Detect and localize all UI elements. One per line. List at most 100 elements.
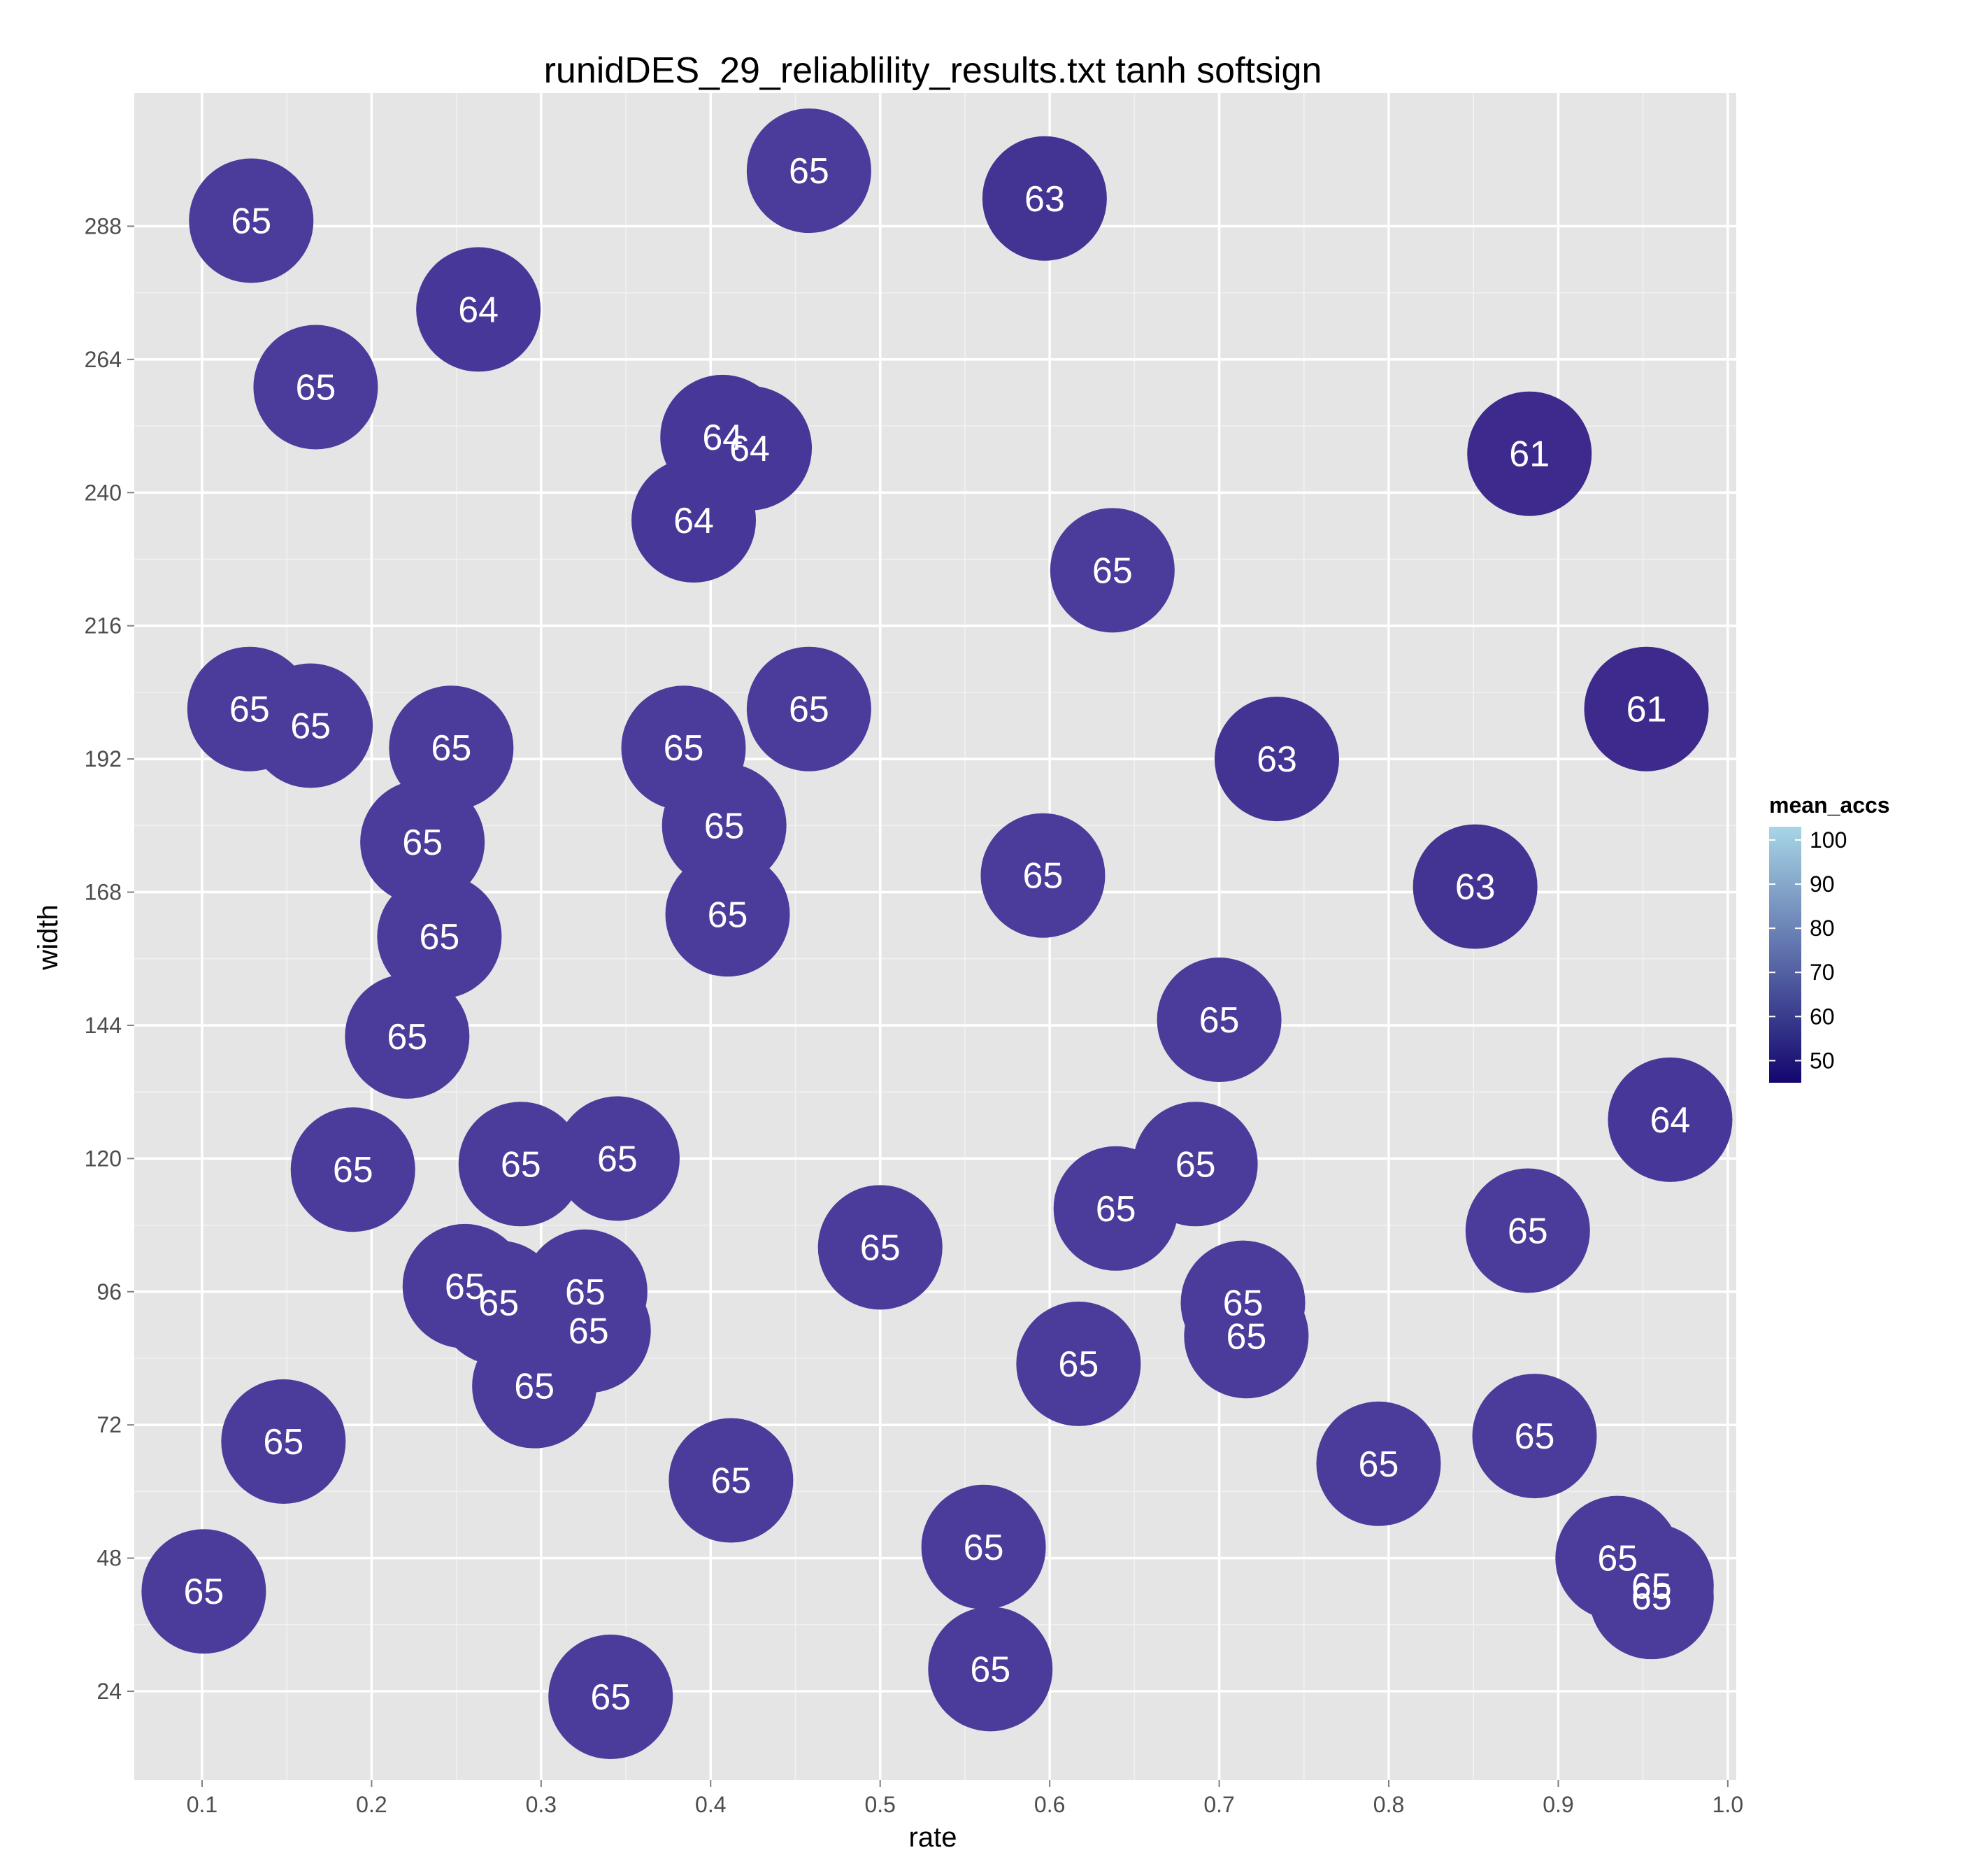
y-axis-tick-label: 168 [85,880,122,905]
x-axis-tick-label: 0.9 [1543,1792,1573,1817]
data-point-label: 64 [702,418,743,458]
data-point-label: 65 [402,823,443,863]
data-point [1467,391,1592,516]
data-point-label: 65 [1223,1283,1264,1324]
data-point [668,1418,794,1543]
data-point-label: 65 [789,690,829,730]
data-point-label: 65 [970,1649,1010,1690]
plot-area: 0.1 0.2 0.3 0.4 0.5 0.6 0.7 0.8 0.9 1.0 24 48 72 96 12… [85,93,1743,1817]
data-point-label: 65 [1199,1000,1240,1041]
data-point [1465,1168,1590,1293]
data-point [1053,1146,1178,1271]
data-point-label: 61 [1509,434,1550,475]
data-point-label: 65 [1092,550,1133,591]
data-point [1589,1523,1714,1649]
data-point-label: 65 [229,690,270,730]
data-point-label: 65 [1023,856,1064,897]
data-point [345,974,470,1099]
x-axis-tick-label: 0.7 [1203,1792,1234,1817]
data-point [1472,1374,1597,1499]
data-point [1157,958,1282,1083]
y-axis-tick-label: 192 [85,746,122,771]
y-axis-tick-label: 72 [96,1412,122,1437]
data-point [662,763,787,888]
data-point [921,1484,1046,1609]
data-point [1584,646,1709,771]
data-point-label: 65 [1359,1444,1399,1485]
data-point-label: 65 [964,1528,1004,1568]
data-point-label: 65 [1631,1577,1672,1618]
data-point-label: 65 [1226,1316,1266,1357]
data-point [472,1323,597,1449]
data-point-label: 65 [419,917,459,958]
data-point-label: 65 [387,1017,427,1058]
data-point-label: 65 [1631,1566,1672,1607]
data-point-label: 65 [565,1272,606,1313]
data-point-label: 65 [231,201,271,241]
data-point [377,874,502,999]
data-point-label: 64 [673,501,714,541]
data-point [1215,697,1340,822]
chart-title: runidDES_29_reliablility_results.txt tan… [544,50,1322,91]
data-point [1050,508,1175,633]
data-point [555,1096,680,1221]
data-point-label: 65 [445,1267,485,1307]
data-point [458,1102,583,1227]
data-point-label: 65 [501,1144,541,1185]
data-point-label: 65 [860,1228,901,1268]
x-axis-tick-label: 0.8 [1373,1792,1404,1817]
data-point-label: 65 [1508,1211,1548,1252]
data-point [389,685,514,811]
data-point-label: 63 [1024,179,1065,220]
data-point-label: 65 [514,1367,555,1407]
data-point-label: 65 [183,1572,224,1612]
data-point [141,1529,266,1654]
data-point-label: 65 [1515,1416,1555,1457]
data-point [631,457,757,583]
x-axis-tick-label: 0.3 [526,1792,557,1817]
data-point-label: 65 [478,1283,519,1324]
data-point-label: 65 [1058,1344,1099,1385]
data-point-label: 61 [1626,690,1667,730]
data-point [665,852,790,977]
data-point-label: 65 [290,706,331,747]
data-point [817,1185,943,1310]
x-axis-tick-label: 0.2 [356,1792,387,1817]
x-axis-tick-label: 1.0 [1712,1792,1743,1817]
data-point-label: 64 [729,429,770,469]
data-point-label: 65 [333,1150,373,1190]
data-point [360,780,485,905]
legend: mean_accs 100 90 80 70 60 50 [1769,792,1890,1083]
data-point-label: 64 [458,290,499,330]
y-axis-tick-label: 288 [85,213,122,239]
data-point-label: 64 [1650,1100,1691,1141]
data-point-label: 65 [1597,1539,1638,1579]
x-axis-tick-label: 0.4 [695,1792,726,1817]
data-point [416,247,541,372]
y-axis-tick-label: 96 [96,1279,122,1304]
data-point [1608,1057,1733,1182]
x-axis-title: rate [909,1822,957,1853]
data-point-label: 65 [708,895,748,935]
data-point [1413,824,1538,949]
data-point-label: 63 [1455,867,1496,908]
data-point [248,663,373,788]
data-point-label: 65 [568,1311,609,1351]
legend-tick-label: 60 [1810,1004,1835,1029]
data-point [982,136,1107,261]
data-point-label: 65 [664,728,704,769]
data-point [290,1107,415,1232]
data-point [1316,1401,1441,1526]
legend-tick-label: 50 [1810,1048,1835,1073]
data-point-label: 65 [295,368,336,408]
y-axis-tick-label: 120 [85,1146,122,1171]
data-point-label: 65 [263,1422,303,1463]
data-point [980,813,1106,938]
data-point [253,325,378,450]
data-point-label: 65 [1096,1189,1136,1230]
data-point-label: 65 [1175,1144,1216,1185]
legend-tick-label: 80 [1810,916,1835,941]
data-point [189,158,314,283]
